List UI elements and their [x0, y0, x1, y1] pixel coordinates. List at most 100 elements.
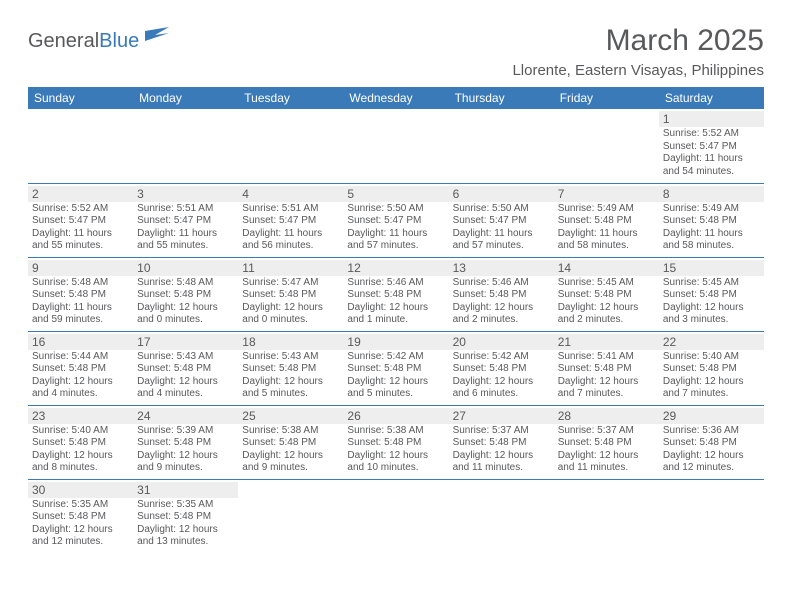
- sunrise-line: Sunrise: 5:44 AM: [32, 351, 129, 364]
- daylight-line: Daylight: 12 hours and 5 minutes.: [347, 376, 444, 401]
- day-number: 4: [238, 186, 343, 202]
- page-title: March 2025: [606, 24, 764, 58]
- calendar-cell: 11Sunrise: 5:47 AMSunset: 5:48 PMDayligh…: [238, 257, 343, 331]
- day-details: Sunrise: 5:35 AMSunset: 5:48 PMDaylight:…: [32, 499, 129, 549]
- daylight-line: Daylight: 12 hours and 4 minutes.: [32, 376, 129, 401]
- calendar-cell: [659, 479, 764, 553]
- calendar-cell: [28, 109, 133, 183]
- logo-text-blue: Blue: [99, 30, 139, 53]
- daylight-line: Daylight: 12 hours and 13 minutes.: [137, 524, 234, 549]
- day-header: Thursday: [449, 87, 554, 109]
- calendar-table: SundayMondayTuesdayWednesdayThursdayFrid…: [28, 87, 764, 553]
- day-number: 26: [343, 408, 448, 424]
- calendar-cell: 5Sunrise: 5:50 AMSunset: 5:47 PMDaylight…: [343, 183, 448, 257]
- calendar-cell: 3Sunrise: 5:51 AMSunset: 5:47 PMDaylight…: [133, 183, 238, 257]
- calendar-week-row: 2Sunrise: 5:52 AMSunset: 5:47 PMDaylight…: [28, 183, 764, 257]
- calendar-cell: 27Sunrise: 5:37 AMSunset: 5:48 PMDayligh…: [449, 405, 554, 479]
- day-header: Wednesday: [343, 87, 448, 109]
- calendar-cell: [554, 479, 659, 553]
- day-details: Sunrise: 5:46 AMSunset: 5:48 PMDaylight:…: [453, 277, 550, 327]
- sunrise-line: Sunrise: 5:48 AM: [137, 277, 234, 290]
- day-details: Sunrise: 5:51 AMSunset: 5:47 PMDaylight:…: [242, 203, 339, 253]
- sunset-line: Sunset: 5:48 PM: [453, 289, 550, 302]
- sunrise-line: Sunrise: 5:48 AM: [32, 277, 129, 290]
- calendar-cell: 25Sunrise: 5:38 AMSunset: 5:48 PMDayligh…: [238, 405, 343, 479]
- sunset-line: Sunset: 5:48 PM: [558, 363, 655, 376]
- calendar-cell: 12Sunrise: 5:46 AMSunset: 5:48 PMDayligh…: [343, 257, 448, 331]
- sunrise-line: Sunrise: 5:49 AM: [663, 203, 760, 216]
- sunrise-line: Sunrise: 5:51 AM: [137, 203, 234, 216]
- sunset-line: Sunset: 5:48 PM: [137, 437, 234, 450]
- daylight-line: Daylight: 12 hours and 12 minutes.: [32, 524, 129, 549]
- daylight-line: Daylight: 12 hours and 4 minutes.: [137, 376, 234, 401]
- day-number: 5: [343, 186, 448, 202]
- daylight-line: Daylight: 11 hours and 58 minutes.: [663, 228, 760, 253]
- sunset-line: Sunset: 5:48 PM: [137, 511, 234, 524]
- sunrise-line: Sunrise: 5:51 AM: [242, 203, 339, 216]
- sunrise-line: Sunrise: 5:40 AM: [663, 351, 760, 364]
- calendar-week-row: 23Sunrise: 5:40 AMSunset: 5:48 PMDayligh…: [28, 405, 764, 479]
- day-details: Sunrise: 5:44 AMSunset: 5:48 PMDaylight:…: [32, 351, 129, 401]
- day-number: 12: [343, 260, 448, 276]
- sunrise-line: Sunrise: 5:37 AM: [453, 425, 550, 438]
- sunset-line: Sunset: 5:48 PM: [663, 437, 760, 450]
- sunset-line: Sunset: 5:48 PM: [137, 363, 234, 376]
- sunrise-line: Sunrise: 5:46 AM: [347, 277, 444, 290]
- day-details: Sunrise: 5:40 AMSunset: 5:48 PMDaylight:…: [663, 351, 760, 401]
- daylight-line: Daylight: 12 hours and 10 minutes.: [347, 450, 444, 475]
- sunset-line: Sunset: 5:47 PM: [242, 215, 339, 228]
- sunrise-line: Sunrise: 5:38 AM: [242, 425, 339, 438]
- day-header: Monday: [133, 87, 238, 109]
- sunset-line: Sunset: 5:48 PM: [32, 289, 129, 302]
- day-header: Sunday: [28, 87, 133, 109]
- day-number: 11: [238, 260, 343, 276]
- day-number: 27: [449, 408, 554, 424]
- calendar-cell: [343, 479, 448, 553]
- day-number: 16: [28, 334, 133, 350]
- day-details: Sunrise: 5:52 AMSunset: 5:47 PMDaylight:…: [663, 128, 760, 178]
- sunset-line: Sunset: 5:48 PM: [558, 215, 655, 228]
- day-number: 23: [28, 408, 133, 424]
- sunrise-line: Sunrise: 5:46 AM: [453, 277, 550, 290]
- daylight-line: Daylight: 12 hours and 12 minutes.: [663, 450, 760, 475]
- daylight-line: Daylight: 12 hours and 7 minutes.: [558, 376, 655, 401]
- daylight-line: Daylight: 11 hours and 58 minutes.: [558, 228, 655, 253]
- calendar-cell: 8Sunrise: 5:49 AMSunset: 5:48 PMDaylight…: [659, 183, 764, 257]
- calendar-cell: [238, 109, 343, 183]
- day-number: 25: [238, 408, 343, 424]
- daylight-line: Daylight: 12 hours and 11 minutes.: [453, 450, 550, 475]
- daylight-line: Daylight: 12 hours and 0 minutes.: [137, 302, 234, 327]
- calendar-cell: 26Sunrise: 5:38 AMSunset: 5:48 PMDayligh…: [343, 405, 448, 479]
- calendar-cell: [554, 109, 659, 183]
- calendar-cell: 28Sunrise: 5:37 AMSunset: 5:48 PMDayligh…: [554, 405, 659, 479]
- day-details: Sunrise: 5:38 AMSunset: 5:48 PMDaylight:…: [242, 425, 339, 475]
- daylight-line: Daylight: 12 hours and 9 minutes.: [242, 450, 339, 475]
- day-details: Sunrise: 5:37 AMSunset: 5:48 PMDaylight:…: [453, 425, 550, 475]
- calendar-cell: [343, 109, 448, 183]
- day-header: Friday: [554, 87, 659, 109]
- daylight-line: Daylight: 12 hours and 9 minutes.: [137, 450, 234, 475]
- daylight-line: Daylight: 12 hours and 2 minutes.: [453, 302, 550, 327]
- daylight-line: Daylight: 11 hours and 57 minutes.: [347, 228, 444, 253]
- day-number: 7: [554, 186, 659, 202]
- day-number: 14: [554, 260, 659, 276]
- day-details: Sunrise: 5:49 AMSunset: 5:48 PMDaylight:…: [558, 203, 655, 253]
- day-details: Sunrise: 5:38 AMSunset: 5:48 PMDaylight:…: [347, 425, 444, 475]
- flag-icon: [145, 27, 173, 48]
- calendar-cell: 30Sunrise: 5:35 AMSunset: 5:48 PMDayligh…: [28, 479, 133, 553]
- sunset-line: Sunset: 5:48 PM: [663, 363, 760, 376]
- sunrise-line: Sunrise: 5:42 AM: [347, 351, 444, 364]
- daylight-line: Daylight: 12 hours and 1 minute.: [347, 302, 444, 327]
- calendar-cell: 14Sunrise: 5:45 AMSunset: 5:48 PMDayligh…: [554, 257, 659, 331]
- day-number: 10: [133, 260, 238, 276]
- calendar-cell: 21Sunrise: 5:41 AMSunset: 5:48 PMDayligh…: [554, 331, 659, 405]
- sunset-line: Sunset: 5:48 PM: [347, 437, 444, 450]
- daylight-line: Daylight: 12 hours and 3 minutes.: [663, 302, 760, 327]
- sunrise-line: Sunrise: 5:41 AM: [558, 351, 655, 364]
- day-details: Sunrise: 5:47 AMSunset: 5:48 PMDaylight:…: [242, 277, 339, 327]
- day-details: Sunrise: 5:45 AMSunset: 5:48 PMDaylight:…: [558, 277, 655, 327]
- calendar-cell: 20Sunrise: 5:42 AMSunset: 5:48 PMDayligh…: [449, 331, 554, 405]
- day-number: 28: [554, 408, 659, 424]
- day-number: 31: [133, 482, 238, 498]
- calendar-cell: [133, 109, 238, 183]
